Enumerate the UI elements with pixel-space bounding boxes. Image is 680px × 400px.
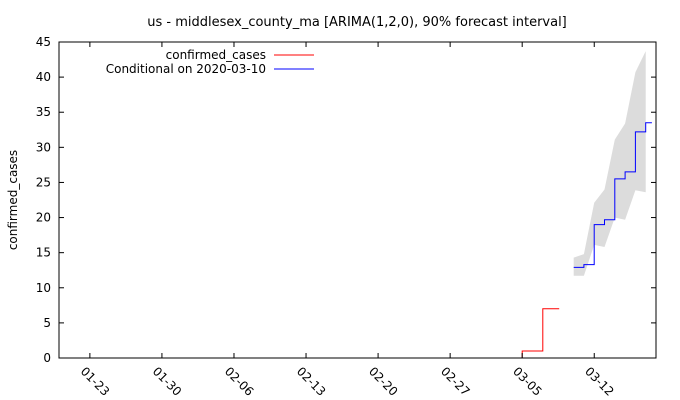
plot-frame (58, 41, 657, 359)
chart-title: us - middlesex_county_ma [ARIMA(1,2,0), … (147, 15, 567, 30)
forecast-interval-band-layer (573, 51, 646, 276)
x-tick-label: 02-06 (222, 364, 257, 399)
y-tick-label: 10 (36, 281, 51, 295)
y-axis-label: confirmed_cases (6, 150, 20, 250)
y-tick-label: 20 (36, 211, 51, 225)
series-line-1 (573, 122, 652, 268)
y-tick-label: 0 (43, 351, 51, 365)
x-tick-label: 01-23 (78, 364, 113, 399)
y-tick-label: 30 (36, 140, 51, 154)
x-tick-label: 02-27 (438, 364, 473, 399)
y-ticks: 0 5 10 15 20 25 30 35 40 45 (36, 35, 656, 365)
x-tick-label: 03-05 (510, 364, 545, 399)
legend: confirmed_cases Conditional on 2020-03-1… (106, 48, 314, 76)
y-tick-label: 5 (43, 316, 51, 330)
forecast-interval-band (573, 51, 646, 276)
y-tick-label: 40 (36, 70, 51, 84)
y-tick-label: 15 (36, 246, 51, 260)
legend-label-conditional: Conditional on 2020-03-10 (106, 62, 266, 76)
y-tick-label: 45 (36, 35, 51, 49)
series-line-0 (511, 308, 560, 359)
legend-label-confirmed-cases: confirmed_cases (166, 48, 266, 62)
x-tick-label: 02-13 (294, 364, 329, 399)
x-tick-label: 01-30 (150, 364, 185, 399)
x-tick-label: 03-12 (582, 364, 617, 399)
y-tick-label: 25 (36, 175, 51, 189)
y-tick-label: 35 (36, 105, 51, 119)
x-tick-label: 02-20 (366, 364, 401, 399)
x-ticks: 01-23 01-30 02-06 02-13 02-20 02-27 03-05 03-12 (78, 42, 617, 399)
